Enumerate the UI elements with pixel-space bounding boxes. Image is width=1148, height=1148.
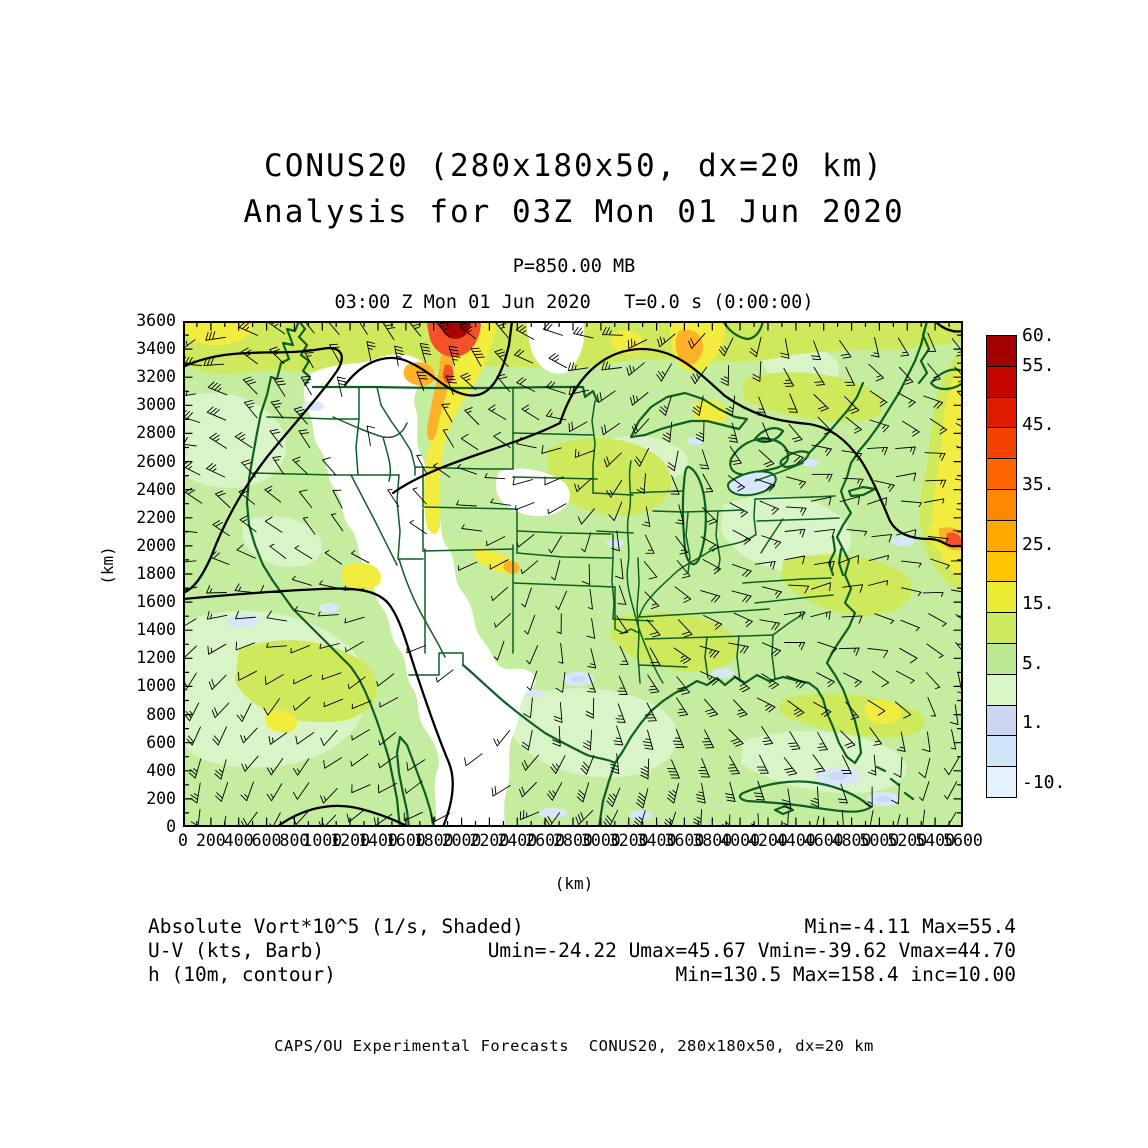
x-axis-tick-label: 4200 [748, 831, 788, 850]
x-axis-tick-label: 1200 [330, 831, 371, 850]
x-axis-tick-label: 3000 [580, 831, 621, 850]
colorbar-tick-label: 5. [1022, 652, 1044, 674]
x-axis-tick-label: 400 [223, 831, 254, 850]
footer-caption: CAPS/OU Experimental Forecasts CONUS20, … [274, 1037, 874, 1055]
y-axis-tick-label: 1600 [136, 592, 176, 612]
y-axis-tick-label: 1200 [136, 648, 176, 668]
legend-row-shaded: Absolute Vort*10^5 (1/s, Shaded) Min=-4.… [148, 915, 1016, 939]
colorbar-tick-label: -10. [1022, 772, 1066, 793]
x-axis-tick-label: 4800 [831, 831, 872, 850]
colorbar-tick-label: 55. [1022, 354, 1055, 376]
y-axis-tick-label: 400 [146, 760, 176, 780]
x-axis-tick-label: 2200 [469, 831, 510, 850]
colorbar-cell [986, 704, 1017, 737]
colorbar-cell [986, 458, 1017, 490]
colorbar-cell [986, 642, 1017, 675]
colorbar-tick-label: 1. [1022, 712, 1044, 734]
axis-ticks [183, 321, 963, 827]
legend-wind-stats: Umin=-24.22 Umax=45.67 Vmin=-39.62 Vmax=… [487, 939, 1016, 962]
legend-shaded-stats: Min=-4.11 Max=55.4 [804, 915, 1016, 938]
legend-contour-label: h (10m, contour) [148, 963, 336, 986]
y-axis-tick-label: 3000 [136, 395, 176, 415]
legend-shaded-label: Absolute Vort*10^5 (1/s, Shaded) [148, 915, 524, 938]
y-axis-tick-label: 600 [146, 732, 176, 752]
y-axis-tick-label: 1400 [136, 620, 176, 640]
colorbar-tick-label: 60. [1022, 325, 1055, 346]
pressure-level-line: P=850.00 MB [512, 256, 636, 277]
x-axis-tick-label: 3200 [608, 831, 649, 850]
colorbar-tick-label: 45. [1022, 414, 1055, 436]
x-axis-tick-label: 5600 [943, 831, 983, 850]
x-axis-tick-label: 2800 [553, 831, 593, 850]
page-title-line1: CONUS20 (280x180x50, dx=20 km) [264, 148, 884, 184]
y-axis-tick-label: 3600 [136, 311, 176, 330]
x-axis-tick-label: 4600 [803, 831, 844, 850]
x-axis-tick-label: 3800 [692, 831, 733, 850]
colorbar-cell [986, 766, 1017, 798]
valid-time-line: 03:00 Z Mon 01 Jun 2020 T=0.0 s (0:00:00… [334, 292, 814, 313]
vorticity-map-canvas [183, 321, 963, 827]
y-axis-tick-label: 2800 [136, 423, 176, 443]
colorbar-cell [986, 519, 1017, 552]
colorbar-cell [986, 612, 1017, 644]
y-axis-tick-label: 3400 [136, 339, 176, 359]
x-axis-tick-label: 5000 [859, 831, 900, 850]
y-axis-tick-label: 2200 [136, 507, 176, 527]
y-axis-tick-label: 1800 [136, 564, 176, 583]
x-axis-tick-label: 2600 [525, 831, 566, 850]
colorbar-cell [986, 735, 1017, 768]
x-axis-tick-label: 1000 [302, 831, 343, 850]
x-axis-tick-label: 600 [251, 831, 282, 850]
colorbar-cell [986, 427, 1017, 460]
wind-barbs [183, 321, 963, 827]
colorbar-cell [986, 488, 1017, 521]
colorbar-tick-label: 25. [1022, 533, 1055, 555]
legend-contour-stats: Min=130.5 Max=158.4 inc=10.00 [675, 963, 1016, 986]
y-axis-tick-label: 1000 [136, 676, 176, 696]
legend-row-contour: h (10m, contour) Min=130.5 Max=158.4 inc… [148, 963, 1016, 987]
y-axis-tick-label: 2600 [136, 451, 176, 471]
x-axis-tick-label: 800 [279, 831, 310, 850]
x-axis-tick-label: 5200 [887, 831, 928, 850]
x-axis-tick-label: 2000 [441, 831, 482, 850]
y-axis-tick-label: 200 [146, 788, 176, 808]
legend-wind-label: U-V (kts, Barb) [148, 939, 325, 962]
colorbar [986, 335, 1017, 798]
x-axis-tick-label: 1400 [358, 831, 398, 850]
colorbar-cell [986, 673, 1017, 706]
x-axis-tick-label: 200 [195, 831, 226, 850]
y-axis-tick-label: 3200 [136, 367, 176, 387]
x-axis-tick-label: 1800 [413, 831, 454, 850]
x-axis-tick-label: 3400 [636, 831, 677, 850]
legend-row-wind: U-V (kts, Barb) Umin=-24.22 Umax=45.67 V… [148, 939, 1016, 963]
y-axis-tick-label: 800 [146, 704, 176, 724]
colorbar-cell [986, 581, 1017, 614]
y-axis-tick-label: 0 [166, 817, 176, 836]
x-axis-tick-label: 4400 [775, 831, 816, 850]
colorbar-cell [986, 396, 1017, 429]
x-axis-tick-label: 5400 [915, 831, 956, 850]
colorbar-cell [986, 335, 1017, 367]
page-title-line2: Analysis for 03Z Mon 01 Jun 2020 [243, 194, 905, 230]
y-axis-tick-label: 2400 [136, 479, 176, 499]
x-axis-tick-label: 2400 [497, 831, 538, 850]
y-axis-tick-label: 2000 [136, 535, 176, 555]
colorbar-cell [986, 365, 1017, 398]
x-axis-tick-label: 4000 [720, 831, 761, 850]
colorbar-tick-label: 35. [1022, 474, 1055, 495]
map-plot-area [183, 321, 963, 827]
colorbar-tick-label: 15. [1022, 593, 1055, 615]
x-axis-tick-label: 3600 [664, 831, 705, 850]
x-axis-tick-label: 0 [178, 831, 188, 850]
x-axis-tick-label: 1600 [385, 831, 426, 850]
x-axis-label: (km) [554, 874, 594, 893]
colorbar-cell [986, 550, 1017, 583]
